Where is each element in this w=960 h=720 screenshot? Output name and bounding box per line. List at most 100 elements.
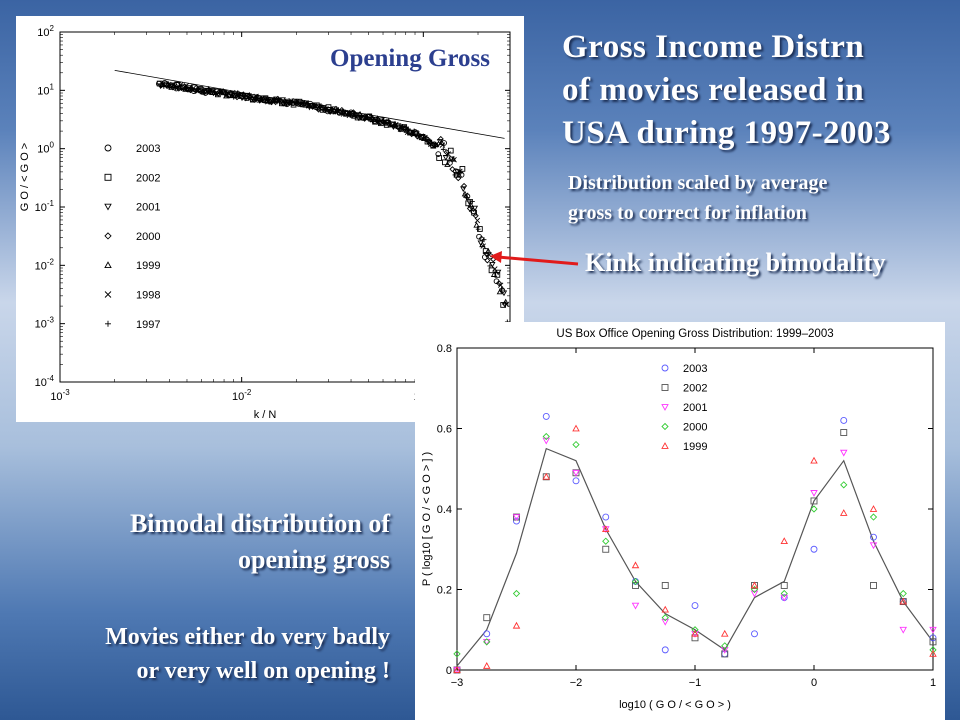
data-point-1999 — [512, 621, 521, 629]
data-point-2001 — [512, 514, 521, 521]
legend-label-2000: 2000 — [683, 422, 707, 434]
data-point — [440, 146, 446, 152]
y-tick-label: 102 — [37, 24, 54, 39]
data-point — [401, 124, 408, 130]
data-point — [481, 237, 487, 243]
y-tick-label: 0.6 — [437, 424, 452, 436]
data-point-1999 — [899, 597, 908, 605]
data-point — [480, 243, 486, 249]
data-point-1999 — [631, 561, 640, 569]
data-point — [495, 280, 503, 287]
data-point — [482, 248, 489, 254]
legend-label-2001: 2001 — [683, 402, 707, 414]
data-point-2000 — [869, 513, 878, 521]
data-point-2003 — [691, 602, 699, 610]
y-tick-label: 0.2 — [437, 585, 452, 597]
data-point-1999 — [482, 662, 491, 669]
data-point — [474, 217, 481, 224]
data-point-2001 — [929, 626, 937, 634]
subtitle-line-2: gross to correct for inflation — [568, 202, 807, 224]
data-point-2001 — [899, 626, 908, 634]
data-point-1999 — [780, 537, 789, 545]
data-point-2000 — [810, 505, 818, 513]
data-point-2003 — [542, 412, 550, 420]
data-point — [477, 226, 483, 232]
data-point — [254, 96, 261, 103]
data-point-1999 — [810, 456, 818, 464]
data-point — [471, 205, 479, 212]
legend-marker-1999 — [104, 261, 112, 269]
data-point — [447, 147, 454, 154]
data-point-2002 — [632, 582, 639, 589]
data-point — [500, 290, 508, 297]
data-point-1999 — [750, 581, 759, 589]
series-2000 — [453, 432, 937, 658]
legend-label-2003: 2003 — [136, 143, 160, 155]
data-point — [495, 269, 502, 276]
x-axis-label: k / N — [254, 409, 277, 421]
data-point — [496, 288, 504, 295]
data-point-2003 — [840, 416, 848, 424]
data-point — [455, 171, 463, 178]
data-point-2000 — [661, 614, 669, 622]
data-point — [442, 155, 449, 161]
title-line-3: USA during 1997-2003 — [562, 115, 892, 151]
legend-label-1997: 1997 — [136, 319, 160, 331]
data-point-2003 — [602, 513, 610, 521]
data-point — [254, 94, 260, 99]
title-line-1: Gross Income Distrn — [562, 29, 865, 65]
data-point — [479, 241, 486, 248]
data-point — [429, 142, 436, 148]
data-point-2003 — [810, 545, 818, 553]
data-point — [472, 212, 479, 219]
data-point-2000 — [453, 650, 461, 658]
x-axis-label: log10 ( G O / < G O > ) — [619, 699, 731, 711]
x-tick-label: −3 — [451, 677, 464, 689]
y-axis-label: P ( log10 [ G O / < G O > ] ) — [421, 452, 433, 586]
data-point — [266, 98, 273, 105]
chart-title: Opening Gross — [330, 45, 490, 72]
data-point — [433, 141, 440, 147]
data-point-2002 — [929, 638, 937, 646]
data-point — [374, 115, 381, 121]
data-point-2002 — [602, 545, 610, 553]
legend-label-2000: 2000 — [136, 231, 160, 243]
data-point-2002 — [810, 497, 818, 505]
bimodal-text: Bimodal distribution of opening gross — [40, 506, 390, 578]
bimodal-line-2: opening gross — [238, 545, 390, 574]
data-point-2001 — [750, 590, 759, 598]
legend-label-2002: 2002 — [683, 383, 707, 395]
data-point-2003 — [661, 646, 669, 654]
data-point-2000 — [840, 481, 848, 489]
data-point-2000 — [512, 589, 521, 598]
data-point — [464, 193, 471, 200]
data-point — [497, 282, 504, 288]
data-point-2000 — [572, 440, 580, 449]
legend-marker-1997 — [105, 320, 111, 327]
x-tick-label: 1 — [930, 677, 936, 689]
data-point — [484, 257, 491, 264]
average-distribution-line — [456, 447, 934, 667]
data-point-2000 — [780, 589, 788, 598]
movies-line-1: Movies either do very badly — [105, 624, 390, 650]
data-point-2002 — [483, 614, 491, 622]
data-point — [435, 142, 440, 148]
chart-title: US Box Office Opening Gross Distribution… — [556, 328, 833, 340]
data-point-2003 — [929, 634, 937, 642]
x-tick-label: 10-2 — [232, 388, 252, 403]
data-point — [458, 171, 465, 178]
data-point-2003 — [483, 630, 491, 638]
series-2001 — [453, 437, 937, 674]
legend-label-1999: 1999 — [136, 260, 160, 272]
data-point — [452, 168, 459, 175]
data-point-2002 — [661, 582, 669, 589]
y-tick-label: 0 — [446, 665, 452, 677]
data-point — [447, 160, 453, 166]
data-point-2001 — [780, 594, 789, 602]
data-point-2003 — [513, 517, 520, 525]
data-point-2001 — [661, 618, 670, 626]
data-point — [308, 103, 316, 109]
data-point — [475, 226, 481, 232]
data-point-2001 — [631, 602, 640, 610]
